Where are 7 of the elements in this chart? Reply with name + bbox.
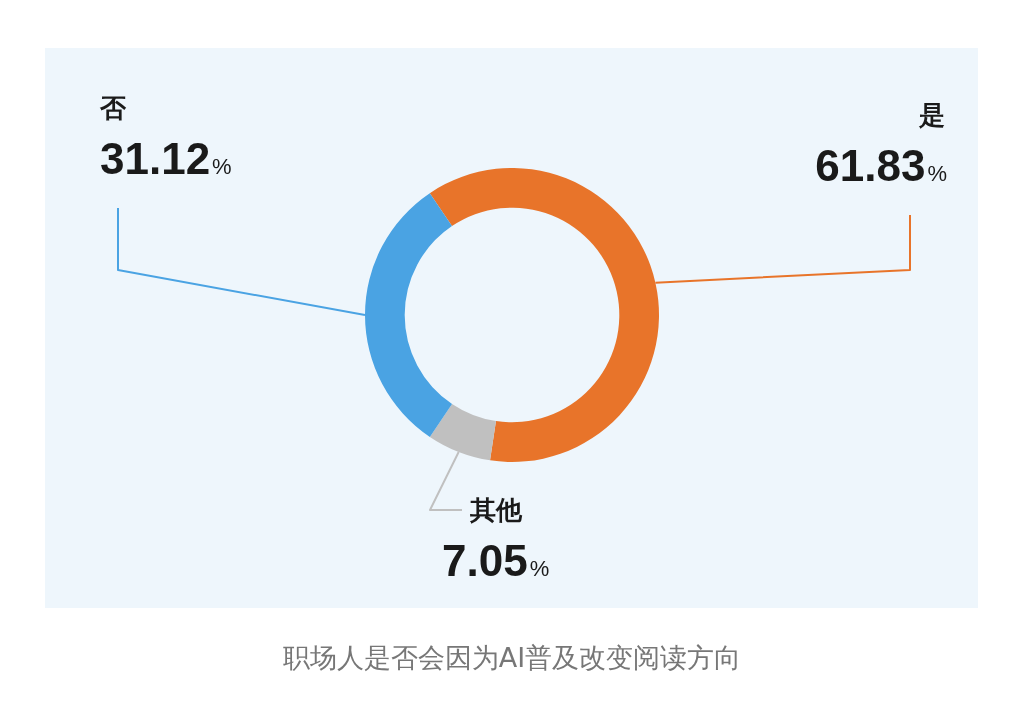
data-label: 61.83%: [815, 141, 947, 190]
data-label: 31.12%: [100, 134, 232, 183]
slice-label: 否: [99, 93, 127, 123]
data-label: 7.05%: [442, 536, 550, 585]
slice-label: 是: [918, 100, 945, 130]
slice-label: 其他: [469, 495, 523, 525]
text: 职场人是否会因为AI普及改变阅读方向: [281, 641, 743, 675]
